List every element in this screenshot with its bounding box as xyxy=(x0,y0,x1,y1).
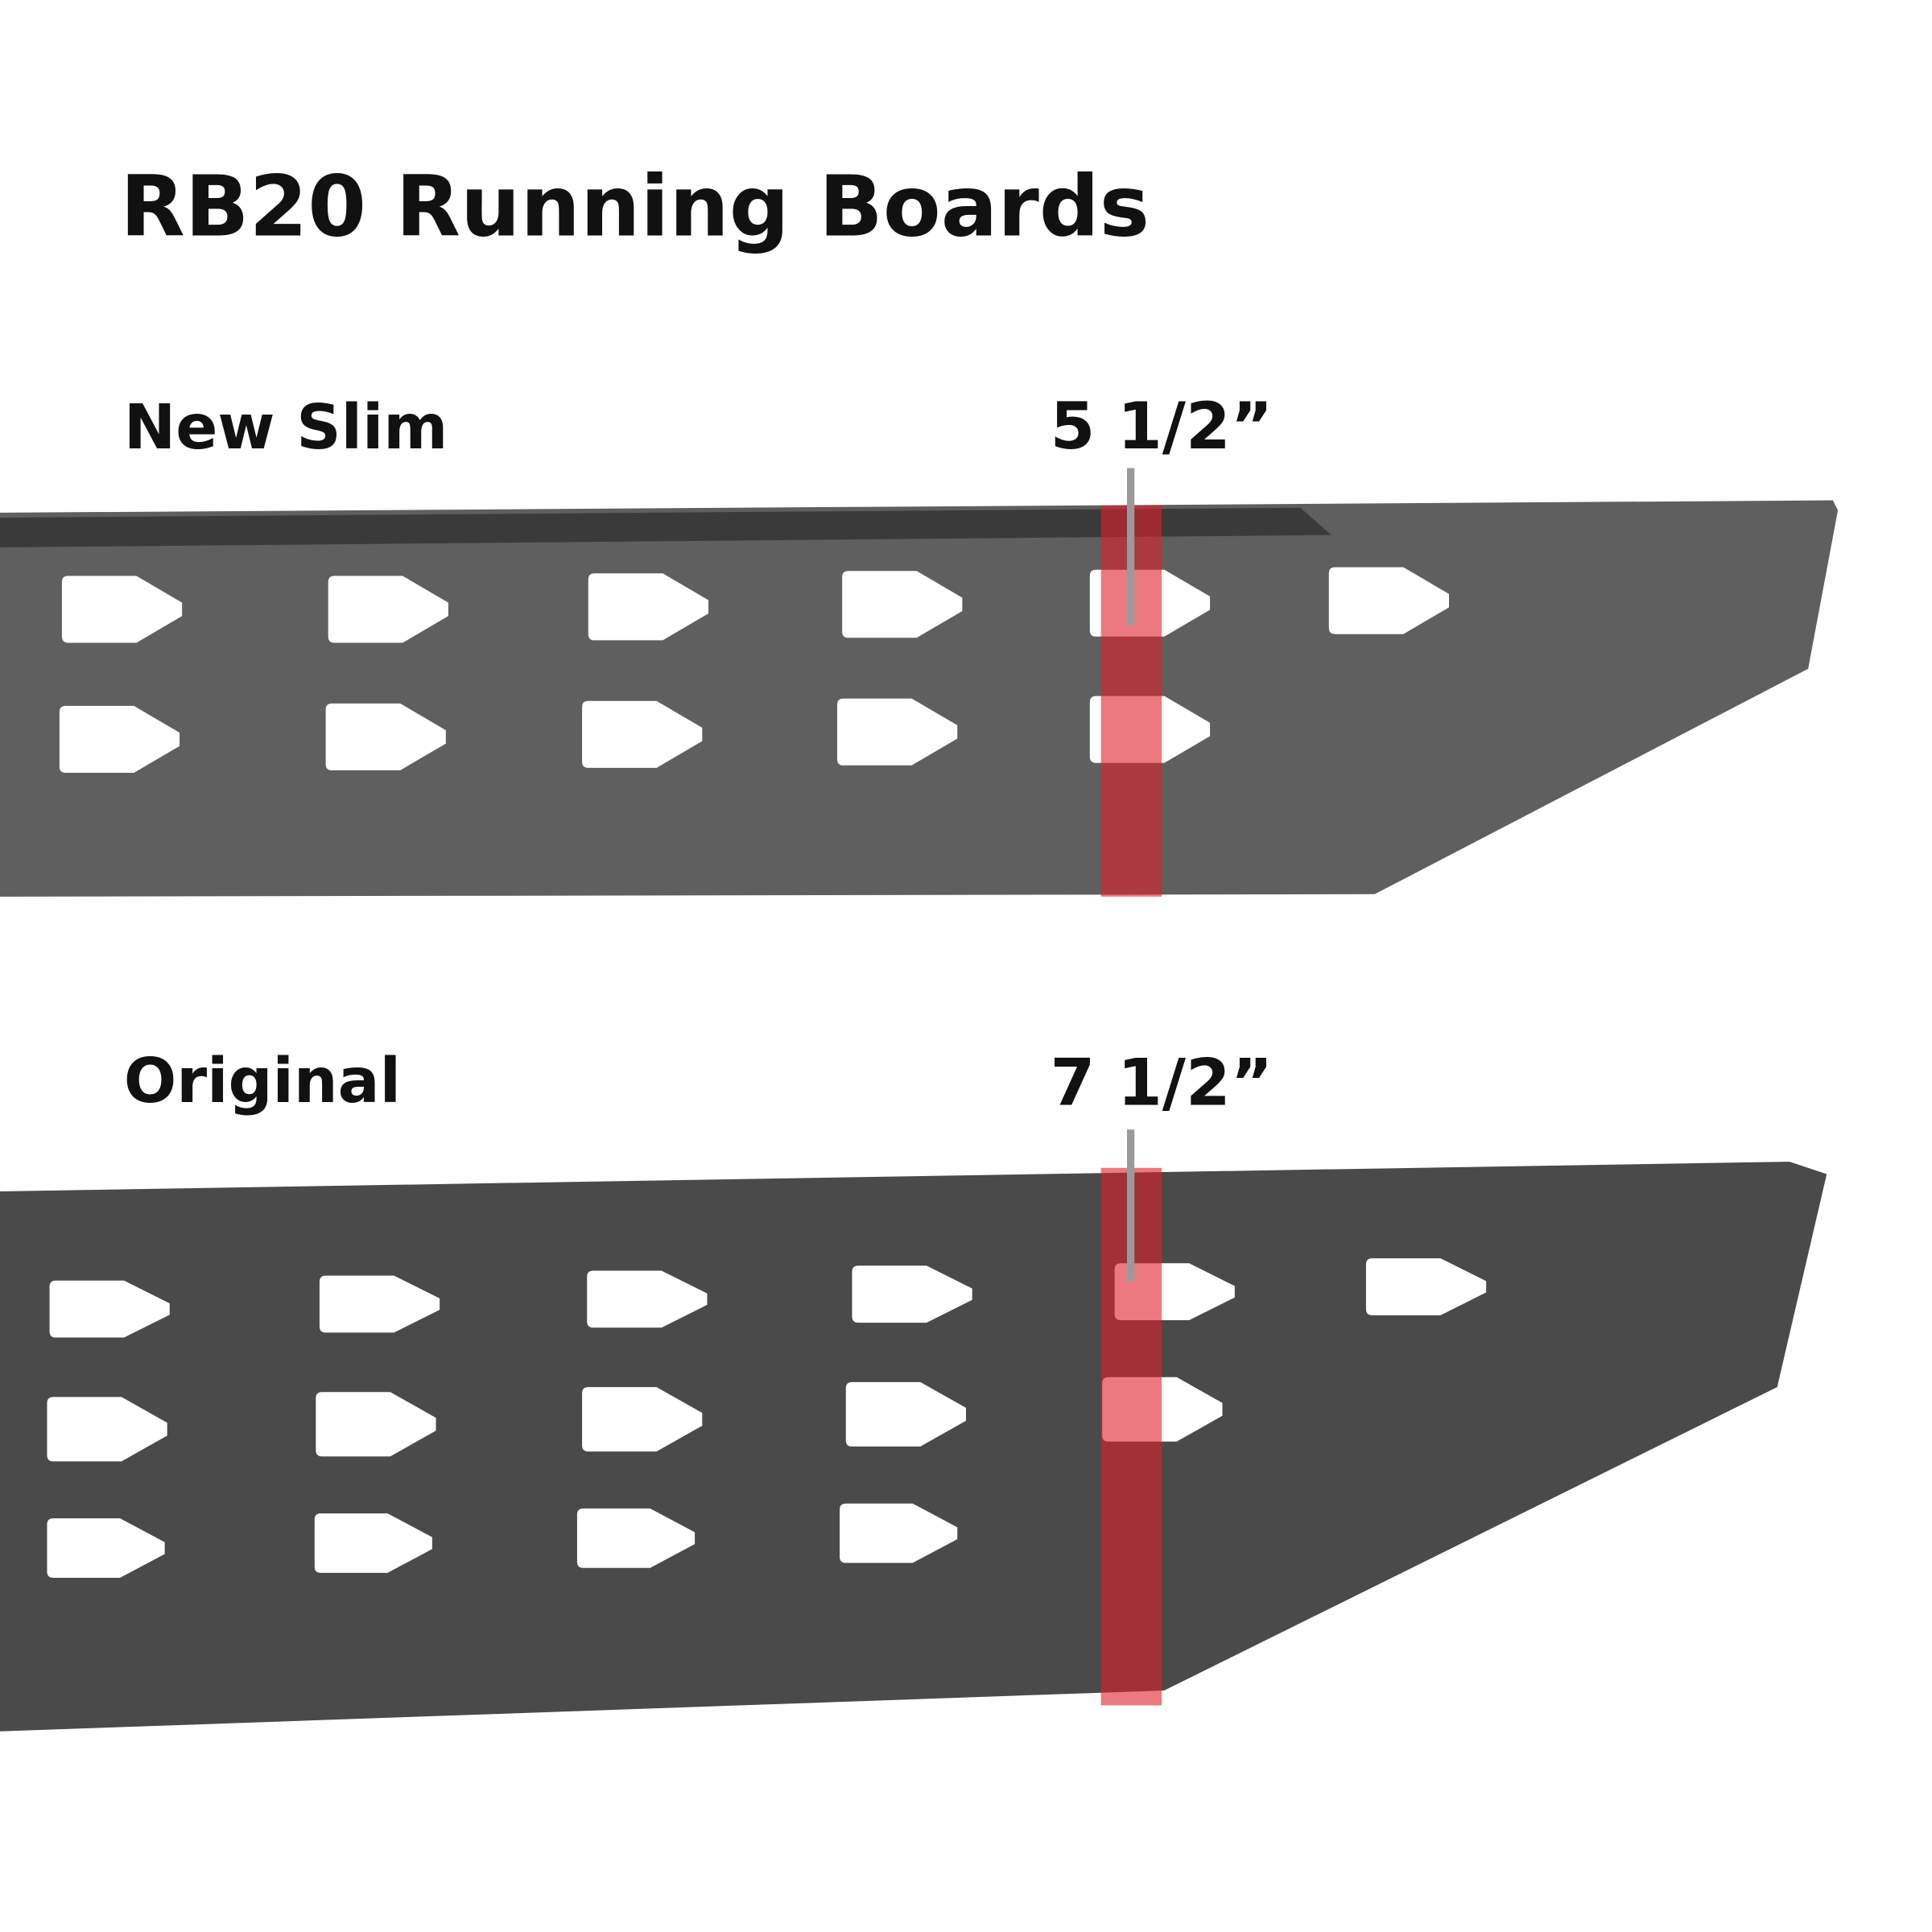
board-hole xyxy=(840,1503,958,1563)
board-hole xyxy=(47,1397,167,1462)
board-hole xyxy=(837,698,958,766)
board-hole xyxy=(582,1387,703,1452)
board-hole xyxy=(314,1513,432,1573)
measurement-original: 7 1/2” xyxy=(1051,1045,1274,1120)
board-hole xyxy=(582,700,703,768)
board-hole xyxy=(588,573,708,641)
page-title: RB20 Running Boards xyxy=(120,157,1150,255)
board-hole xyxy=(325,703,446,770)
board-hole xyxy=(316,1392,436,1457)
board-hole xyxy=(842,571,963,638)
board-label-original: Original xyxy=(124,1046,401,1117)
board-hole xyxy=(852,1265,972,1323)
board-new-slim-holes xyxy=(59,567,1449,773)
board-hole xyxy=(61,576,183,643)
board-hole xyxy=(47,1518,165,1578)
measurement-new-slim: 5 1/2” xyxy=(1051,389,1274,464)
board-hole xyxy=(319,1275,440,1333)
board-new-slim-body xyxy=(0,500,1839,897)
board-hole xyxy=(59,705,180,773)
board-hole xyxy=(587,1270,708,1328)
board-original: Original 7 1/2” xyxy=(0,1045,1827,1732)
board-hole xyxy=(328,576,448,643)
board-hole xyxy=(845,1381,966,1447)
board-label-new-slim: New Slim xyxy=(124,392,448,464)
board-new-slim: New Slim 5 1/2” xyxy=(0,389,1839,897)
board-original-holes xyxy=(47,1258,1487,1578)
board-hole xyxy=(1328,567,1449,634)
board-hole xyxy=(576,1508,696,1568)
board-new-slim-top-rail xyxy=(0,507,1331,547)
board-hole xyxy=(49,1280,170,1338)
board-hole xyxy=(1365,1258,1487,1315)
